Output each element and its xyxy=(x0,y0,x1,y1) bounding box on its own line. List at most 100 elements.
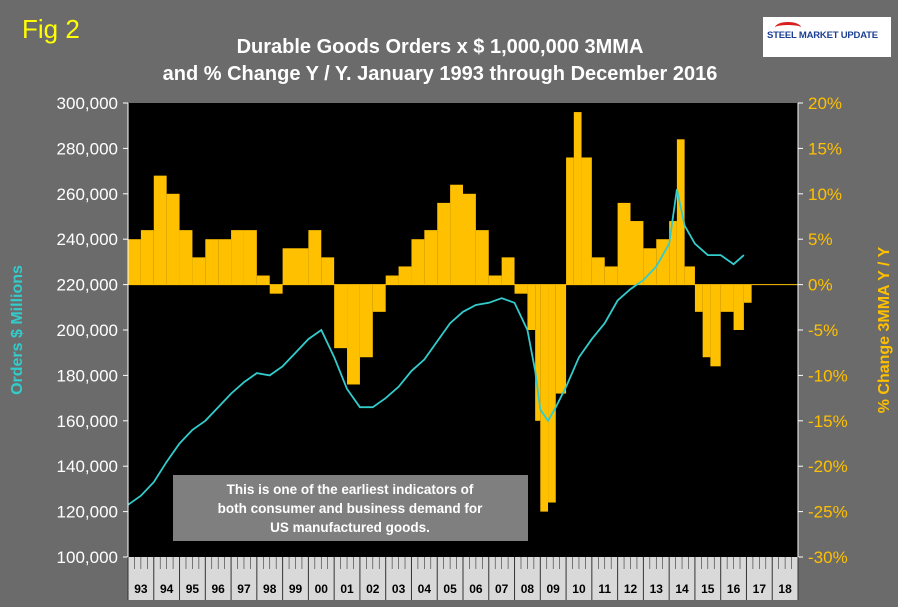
bar-49 xyxy=(702,284,711,358)
bar-16 xyxy=(334,284,348,349)
x-label-96: 96 xyxy=(212,582,226,596)
bar-20 xyxy=(385,275,399,285)
bar-17 xyxy=(347,284,360,385)
right-tick-label-7: 5% xyxy=(808,230,833,249)
x-label-02: 02 xyxy=(366,582,380,596)
bar-5 xyxy=(192,257,206,285)
x-axis: 93 94 95 96 97 98 99 00 01 02 03 04 05 06 07 08 09 10 11 12… xyxy=(127,557,799,600)
x-label-12: 12 xyxy=(624,582,638,596)
bar-46 xyxy=(676,139,685,285)
annotation-line-2: US manufactured goods. xyxy=(270,520,430,535)
left-tick-label-9: 280,000 xyxy=(57,139,118,158)
x-label-15: 15 xyxy=(701,582,715,596)
bar-40 xyxy=(604,266,618,285)
left-tick-label-8: 260,000 xyxy=(57,185,118,204)
bar-26 xyxy=(463,193,476,285)
left-tick-label-3: 160,000 xyxy=(57,412,118,431)
left-tick-label-5: 200,000 xyxy=(57,321,118,340)
bar-23 xyxy=(424,230,438,285)
bar-series xyxy=(128,112,752,512)
x-label-08: 08 xyxy=(521,582,535,596)
left-tick-label-4: 180,000 xyxy=(57,366,118,385)
bar-2 xyxy=(153,175,167,285)
bar-25 xyxy=(450,184,463,285)
bar-39 xyxy=(591,257,605,285)
bar-3 xyxy=(166,193,180,285)
bar-0 xyxy=(128,239,141,285)
right-tick-label-10: 20% xyxy=(808,94,842,113)
bar-31 xyxy=(527,284,536,330)
left-axis: 100,000 120,000 140,000 160,000 180,000 200,0… xyxy=(57,94,129,567)
bar-45 xyxy=(669,221,677,285)
left-tick-label-1: 120,000 xyxy=(57,503,118,522)
x-label-18: 18 xyxy=(778,582,792,596)
bar-42 xyxy=(630,221,644,285)
x-label-05: 05 xyxy=(443,582,457,596)
bar-51 xyxy=(720,284,734,312)
bar-6 xyxy=(205,239,219,285)
x-label-04: 04 xyxy=(418,582,432,596)
right-axis-label: % Change 3MMA Y / Y xyxy=(876,246,893,413)
right-tick-label-0: -30% xyxy=(808,548,848,567)
bar-10 xyxy=(256,275,270,285)
x-label-95: 95 xyxy=(186,582,200,596)
bar-33 xyxy=(540,284,549,512)
bar-14 xyxy=(308,230,322,285)
chart-title-line-2: and % Change Y / Y. January 1993 through… xyxy=(162,63,718,85)
annotation-background xyxy=(173,475,528,541)
bar-12 xyxy=(282,248,296,285)
right-tick-label-8: 10% xyxy=(808,185,842,204)
bar-37 xyxy=(573,112,582,285)
annotation-line-1: both consumer and business demand for xyxy=(218,501,484,516)
bar-27 xyxy=(475,230,489,285)
bar-9 xyxy=(243,230,257,285)
annotation-box: This is one of the earliest indicators o… xyxy=(173,475,528,541)
x-label-09: 09 xyxy=(547,582,561,596)
bar-34 xyxy=(548,284,556,503)
x-label-99: 99 xyxy=(289,582,303,596)
bar-52 xyxy=(733,284,744,330)
x-label-07: 07 xyxy=(495,582,509,596)
bar-41 xyxy=(617,202,631,285)
bar-11 xyxy=(269,284,283,294)
bar-30 xyxy=(514,284,528,294)
x-label-03: 03 xyxy=(392,582,406,596)
bar-19 xyxy=(372,284,386,312)
bar-35 xyxy=(555,284,567,394)
bar-24 xyxy=(437,202,451,285)
steel-market-update-logo: STEEL MARKET UPDATE xyxy=(763,17,891,57)
left-tick-label-10: 300,000 xyxy=(57,94,118,113)
bar-13 xyxy=(295,248,309,285)
x-label-98: 98 xyxy=(263,582,277,596)
chart-title-line-1: Durable Goods Orders x $ 1,000,000 3MMA xyxy=(236,36,644,58)
x-label-94: 94 xyxy=(160,582,174,596)
bar-1 xyxy=(140,230,154,285)
figure-label: Fig 2 xyxy=(22,14,80,44)
x-label-10: 10 xyxy=(572,582,586,596)
bar-36 xyxy=(566,157,574,285)
right-tick-label-3: -15% xyxy=(808,412,848,431)
x-label-17: 17 xyxy=(753,582,767,596)
x-label-11: 11 xyxy=(598,582,611,596)
bar-22 xyxy=(411,239,425,285)
bar-28 xyxy=(488,275,502,285)
x-label-13: 13 xyxy=(650,582,664,596)
x-label-01: 01 xyxy=(340,582,354,596)
x-label-93: 93 xyxy=(134,582,148,596)
right-tick-label-9: 15% xyxy=(808,139,842,158)
bar-18 xyxy=(359,284,373,358)
x-label-14: 14 xyxy=(675,582,689,596)
x-label-16: 16 xyxy=(727,582,741,596)
bar-47 xyxy=(684,266,695,285)
left-tick-label-0: 100,000 xyxy=(57,548,118,567)
left-tick-label-7: 240,000 xyxy=(57,230,118,249)
bar-38 xyxy=(581,157,592,285)
bar-32 xyxy=(535,284,541,421)
bar-8 xyxy=(231,230,244,285)
bar-15 xyxy=(321,257,335,285)
right-tick-label-5: -5% xyxy=(808,321,838,340)
left-axis-label: Orders $ Millions xyxy=(9,265,26,395)
x-label-97: 97 xyxy=(237,582,251,596)
x-label-06: 06 xyxy=(469,582,483,596)
